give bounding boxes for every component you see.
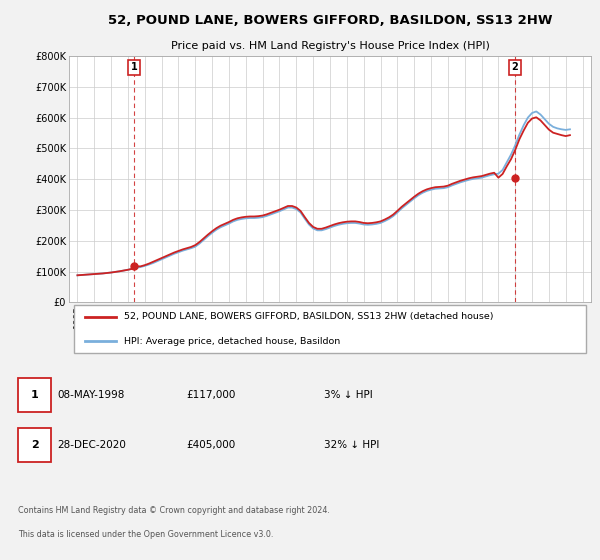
FancyBboxPatch shape (18, 428, 51, 462)
Text: Price paid vs. HM Land Registry's House Price Index (HPI): Price paid vs. HM Land Registry's House … (170, 41, 490, 52)
Text: HPI: Average price, detached house, Basildon: HPI: Average price, detached house, Basi… (124, 337, 340, 346)
Text: 2: 2 (31, 440, 38, 450)
FancyBboxPatch shape (18, 379, 51, 412)
Text: Contains HM Land Registry data © Crown copyright and database right 2024.: Contains HM Land Registry data © Crown c… (18, 506, 330, 515)
Text: 32% ↓ HPI: 32% ↓ HPI (324, 440, 379, 450)
Text: 28-DEC-2020: 28-DEC-2020 (57, 440, 126, 450)
Text: 2: 2 (512, 62, 518, 72)
Text: 3% ↓ HPI: 3% ↓ HPI (324, 390, 373, 400)
Text: 08-MAY-1998: 08-MAY-1998 (57, 390, 124, 400)
FancyBboxPatch shape (74, 305, 586, 353)
Text: £405,000: £405,000 (186, 440, 235, 450)
Text: 1: 1 (31, 390, 38, 400)
Text: 52, POUND LANE, BOWERS GIFFORD, BASILDON, SS13 2HW: 52, POUND LANE, BOWERS GIFFORD, BASILDON… (108, 14, 552, 27)
Text: 1: 1 (131, 62, 137, 72)
Text: £117,000: £117,000 (186, 390, 235, 400)
Text: This data is licensed under the Open Government Licence v3.0.: This data is licensed under the Open Gov… (18, 530, 274, 539)
Text: 52, POUND LANE, BOWERS GIFFORD, BASILDON, SS13 2HW (detached house): 52, POUND LANE, BOWERS GIFFORD, BASILDON… (124, 312, 493, 321)
